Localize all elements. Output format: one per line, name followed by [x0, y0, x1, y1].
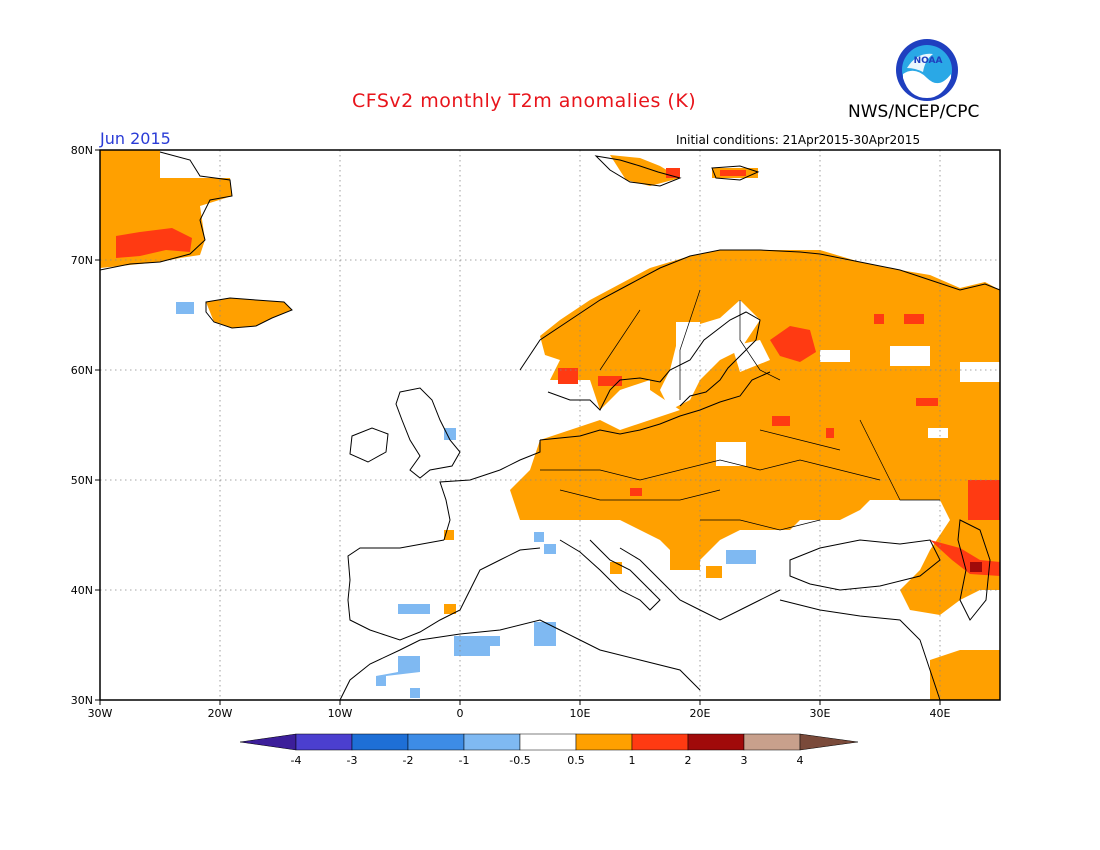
- anomaly-portugal-cold: [398, 604, 430, 614]
- legend-arrow-right: [799, 733, 859, 751]
- legend-swatch: [351, 733, 409, 751]
- legend-label: -4: [291, 754, 302, 767]
- noaa-logo-text: NOAA: [913, 56, 943, 66]
- anomaly-iberia-south-warm: [444, 604, 456, 614]
- legend-label: 1: [629, 754, 636, 767]
- anomaly-balkan-warm: [670, 550, 700, 570]
- legend-swatch: [687, 733, 745, 751]
- anomaly-iceland-cold: [176, 302, 194, 314]
- legend-label: 2: [685, 754, 692, 767]
- coastlines: [99, 151, 1001, 701]
- legend-swatch: [295, 733, 353, 751]
- anomaly-poland-hot: [630, 488, 642, 496]
- anomaly-ukraine-hot: [826, 428, 834, 438]
- legend-label: -0.5: [509, 754, 530, 767]
- anomaly-russia-hot-2: [874, 314, 884, 324]
- legend-swatch: [519, 733, 577, 751]
- lon-tick-label: 20W: [208, 707, 233, 720]
- legend-arrow-left: [239, 733, 297, 751]
- legend-label: -1: [459, 754, 470, 767]
- anomaly-algeria-cold: [454, 636, 500, 656]
- anomaly-belarus-neutral: [716, 442, 746, 466]
- legend-swatch: [463, 733, 521, 751]
- lat-tick-label: 30N: [71, 694, 93, 707]
- anomaly-finland-hot: [770, 326, 816, 362]
- anomaly-greece-warm: [706, 566, 722, 578]
- anomaly-france-cold: [534, 532, 544, 542]
- map-frame: [99, 149, 1001, 701]
- noaa-logo: [896, 39, 958, 101]
- anomaly-sweden-hot: [598, 376, 622, 386]
- chart-title: CFSv2 monthly T2m anomalies (K): [352, 90, 697, 112]
- anomaly-baltic-hot: [772, 416, 790, 426]
- lat-tick-label: 50N: [71, 474, 93, 487]
- anomaly-corsica-cold: [544, 544, 556, 554]
- lon-tick-label: 40E: [930, 707, 951, 720]
- anomaly-caucasus-hot: [930, 540, 1000, 576]
- anomaly-uk-cold: [444, 428, 456, 440]
- lat-tick-label: 80N: [71, 144, 93, 157]
- anomaly-bulgaria-cold: [726, 550, 756, 564]
- lon-tick-label: 10W: [328, 707, 353, 720]
- legend-swatch: [631, 733, 689, 751]
- anomaly-spain-warm: [444, 530, 454, 540]
- lon-labels: 30W 20W 10W 0 10E 20E 30E 40E: [88, 707, 951, 720]
- lat-labels: 30N 40N 50N 60N 70N 80N: [71, 144, 93, 707]
- lon-tick-label: 20E: [690, 707, 711, 720]
- anomaly-svalbard-hot: [666, 168, 680, 178]
- legend-label: -2: [403, 754, 414, 767]
- legend-label: 4: [797, 754, 804, 767]
- legend-swatch: [743, 733, 801, 751]
- lon-tick-label: 30E: [810, 707, 831, 720]
- anomaly-russia-hot-1: [916, 398, 938, 406]
- legend-swatch: [575, 733, 633, 751]
- anomaly-russia-neutral-3: [960, 362, 1000, 382]
- lat-tick-label: 40N: [71, 584, 93, 597]
- legend-label: 0.5: [567, 754, 585, 767]
- anomaly-russia-neutral-4: [928, 428, 948, 438]
- anomaly-morocco-cold: [376, 656, 420, 686]
- anomaly-russia-neutral-1: [820, 350, 850, 362]
- lon-tick-label: 30W: [88, 707, 113, 720]
- anomaly-tunisia-cold: [534, 622, 556, 646]
- anomaly-russia-neutral-2: [890, 346, 930, 366]
- anomaly-fill-layer: [100, 150, 1000, 700]
- anomaly-kazakh-hot: [968, 480, 1000, 520]
- anomaly-iceland: [206, 298, 292, 328]
- legend-label: -3: [347, 754, 358, 767]
- anomaly-caucasus-max: [970, 562, 982, 572]
- anomaly-franzjosef-hot: [720, 170, 746, 176]
- anomaly-baltic-neutral: [660, 300, 760, 410]
- anomaly-russia-hot-3: [904, 314, 924, 324]
- lon-tick-label: 10E: [570, 707, 591, 720]
- legend-swatch: [407, 733, 465, 751]
- initial-conditions: Initial conditions: 21Apr2015-30Apr2015: [676, 133, 921, 147]
- legend-label: 3: [741, 754, 748, 767]
- agency-label: NWS/NCEP/CPC: [848, 102, 980, 122]
- anomaly-norway-hot: [558, 368, 578, 384]
- lat-tick-label: 70N: [71, 254, 93, 267]
- forecast-month: Jun 2015: [100, 129, 171, 148]
- anomaly-greenland-hot: [116, 228, 192, 258]
- lon-tick-label: 0: [457, 707, 464, 720]
- tick-marks: [95, 149, 941, 705]
- anomaly-north-europe: [510, 250, 1000, 700]
- lat-tick-label: 60N: [71, 364, 93, 377]
- anomaly-sahara-cold: [410, 688, 420, 698]
